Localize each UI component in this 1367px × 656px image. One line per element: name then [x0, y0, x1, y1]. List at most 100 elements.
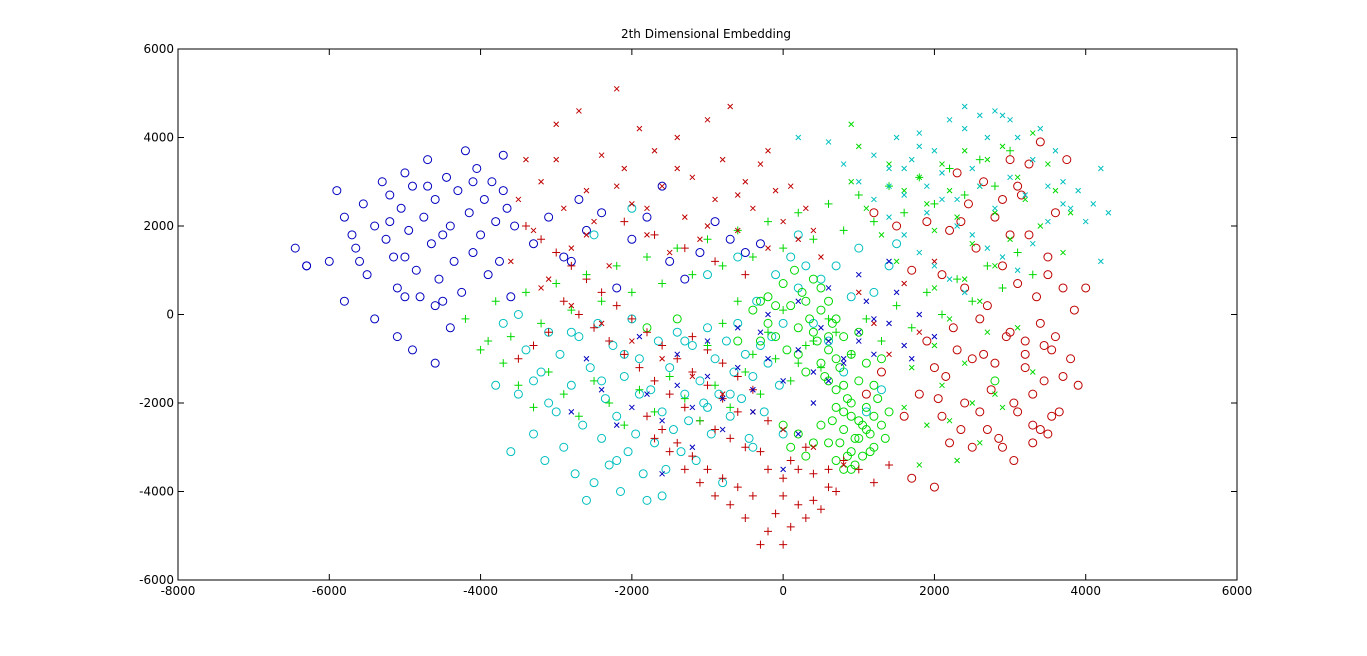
data-point-cross	[772, 187, 779, 194]
data-point-plus	[476, 345, 485, 354]
data-point-cross	[976, 183, 983, 190]
data-point-plus	[733, 407, 742, 416]
data-point-plus	[688, 452, 697, 461]
data-point-cross	[1014, 174, 1021, 181]
data-point-circle	[1039, 340, 1049, 350]
data-point-plus	[764, 416, 773, 425]
data-point-plus	[642, 252, 651, 261]
data-point-circle	[551, 407, 561, 417]
data-point-cross	[969, 240, 976, 247]
data-point-circle	[971, 243, 981, 253]
series-4	[514, 217, 894, 549]
data-point-cross	[961, 360, 968, 367]
data-point-circle	[892, 221, 902, 231]
data-point-circle	[676, 447, 686, 457]
data-point-plus	[605, 399, 614, 407]
data-point-cross	[704, 338, 711, 344]
data-point-plus	[801, 341, 810, 350]
data-point-cross	[984, 134, 991, 141]
data-point-circle	[1035, 425, 1045, 435]
data-point-circle	[998, 442, 1008, 452]
data-point-circle	[733, 252, 743, 262]
data-point-cross	[840, 161, 847, 167]
data-point-circle	[1028, 438, 1038, 448]
data-point-cross	[916, 462, 923, 468]
data-point-circle	[703, 402, 712, 412]
data-point-cross	[674, 134, 681, 141]
data-point-plus	[688, 332, 697, 341]
data-point-circle	[419, 212, 429, 222]
data-point-circle	[824, 296, 834, 306]
data-point-circle	[960, 398, 970, 408]
data-point-circle	[396, 203, 406, 213]
data-point-circle	[695, 376, 705, 386]
data-point-cross	[651, 147, 658, 154]
data-point-circle	[411, 265, 421, 275]
data-point-circle	[559, 252, 569, 262]
data-point-plus	[975, 155, 984, 164]
data-point-circle	[945, 438, 955, 448]
data-point-cross	[893, 134, 900, 141]
data-point-circle	[876, 354, 886, 364]
data-point-plus	[620, 217, 629, 226]
data-point-cross	[886, 214, 892, 221]
data-point-cross	[946, 417, 953, 424]
data-point-plus	[635, 363, 644, 372]
data-point-circle	[763, 292, 773, 302]
data-point-plus	[506, 332, 515, 341]
data-point-cross	[802, 205, 809, 212]
data-point-cross	[924, 183, 930, 190]
data-point-cross	[613, 85, 620, 92]
data-point-circle	[869, 380, 879, 390]
data-point-cross	[636, 333, 643, 340]
data-point-circle	[646, 385, 656, 395]
data-point-cross	[855, 178, 862, 185]
data-point-circle	[589, 230, 599, 240]
data-point-circle	[445, 221, 455, 231]
data-point-circle	[1024, 230, 1034, 240]
data-point-plus	[544, 328, 553, 337]
data-point-cross	[969, 231, 976, 238]
data-point-cross	[583, 231, 590, 238]
data-point-circle	[816, 283, 826, 293]
data-point-circle	[423, 181, 433, 191]
data-point-cross	[750, 386, 756, 393]
data-point-cross	[961, 103, 968, 110]
data-point-plus	[801, 514, 810, 523]
data-point-cross	[818, 254, 824, 260]
data-point-cross	[969, 165, 976, 172]
data-point-circle	[1013, 279, 1023, 289]
data-point-cross	[886, 161, 892, 167]
data-point-cross	[689, 373, 696, 380]
data-point-circle	[929, 482, 939, 492]
data-point-circle	[725, 411, 735, 421]
data-point-circle	[668, 425, 678, 435]
data-point-circle	[687, 340, 697, 350]
data-point-circle	[990, 376, 1000, 386]
data-point-circle	[392, 283, 402, 293]
data-point-plus	[612, 301, 621, 310]
data-point-plus	[922, 288, 931, 297]
data-point-cross	[659, 355, 665, 362]
data-point-circle	[967, 354, 977, 364]
data-point-cross	[1097, 258, 1104, 265]
data-points	[290, 85, 1112, 549]
data-point-cross	[954, 196, 960, 203]
data-point-circle	[703, 323, 712, 333]
data-point-circle	[540, 456, 550, 466]
data-point-circle	[907, 265, 917, 275]
data-point-cross	[999, 143, 1006, 150]
data-point-cross	[908, 364, 915, 371]
data-point-plus	[597, 288, 606, 297]
y-tick-label: 6000	[143, 42, 174, 56]
data-point-circle	[854, 243, 864, 253]
data-point-cross	[901, 187, 908, 194]
data-point-cross	[659, 470, 665, 477]
data-point-circle	[771, 270, 781, 280]
data-point-circle	[1050, 332, 1060, 342]
data-point-cross	[1029, 240, 1036, 247]
data-point-cross	[560, 205, 567, 212]
data-point-circle	[559, 442, 569, 452]
data-point-plus	[832, 328, 841, 337]
data-point-circle	[290, 243, 300, 253]
